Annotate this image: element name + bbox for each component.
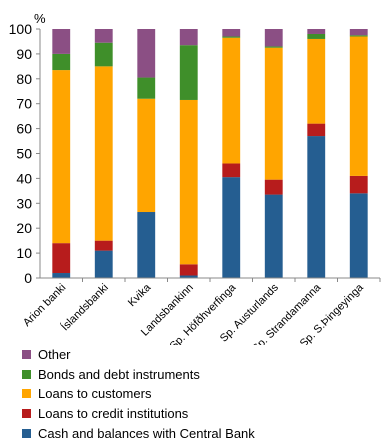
y-tick-label: 30 bbox=[16, 195, 32, 211]
legend-label: Bonds and debt instruments bbox=[38, 366, 200, 382]
y-tick-label: 90 bbox=[16, 46, 32, 62]
y-tick-label: 40 bbox=[16, 170, 32, 186]
legend-item: Loans to customers bbox=[22, 384, 255, 404]
bar-segment bbox=[349, 36, 368, 176]
bar-segment bbox=[222, 177, 241, 278]
bar-segment bbox=[94, 240, 113, 251]
bar-segment bbox=[307, 38, 326, 124]
bar-segment bbox=[264, 46, 283, 48]
bar-segment bbox=[307, 33, 326, 39]
bar-segment bbox=[307, 136, 326, 278]
bar-segment bbox=[264, 179, 283, 195]
bar-segment bbox=[137, 29, 156, 78]
legend-label: Loans to credit institutions bbox=[38, 406, 189, 422]
bar-segment bbox=[137, 212, 156, 278]
bar-segment bbox=[179, 264, 198, 276]
legend-swatch bbox=[22, 369, 31, 379]
bar-segment bbox=[307, 29, 326, 34]
bar-segment bbox=[349, 175, 368, 194]
x-tick-label: Kvika bbox=[126, 281, 154, 309]
legend-swatch bbox=[22, 350, 31, 360]
bar-segment bbox=[179, 99, 198, 265]
legend-swatch bbox=[22, 428, 31, 438]
bar-segment bbox=[94, 29, 113, 43]
bar-segment bbox=[52, 53, 71, 71]
bar-segment bbox=[52, 70, 71, 244]
y-tick-label: 20 bbox=[16, 220, 32, 236]
bar-segment bbox=[137, 77, 156, 99]
bar-segment bbox=[222, 163, 241, 178]
bar-segment bbox=[222, 37, 241, 164]
y-tick-label: 60 bbox=[16, 121, 32, 137]
bar-segment bbox=[94, 250, 113, 278]
bar-segment bbox=[307, 123, 326, 137]
bar-segment bbox=[179, 45, 198, 100]
y-unit-label: % bbox=[34, 11, 46, 26]
bar-segment bbox=[264, 29, 283, 47]
chart-svg: % 0 10 20 30 40 50 60 70 80 90 100 Arion bankiÍsla… bbox=[9, 11, 381, 355]
bar-segment bbox=[264, 47, 283, 180]
bar-segment bbox=[52, 273, 71, 278]
bar-segment bbox=[94, 42, 113, 67]
bar-segment bbox=[52, 29, 71, 54]
legend: Other Bonds and debt instruments Loans to … bbox=[22, 345, 255, 443]
bar-segment bbox=[137, 98, 156, 213]
legend-label: Cash and balances with Central Bank bbox=[38, 425, 255, 441]
legend-item: Bonds and debt instruments bbox=[22, 365, 255, 385]
y-tick-label: 10 bbox=[16, 245, 32, 261]
legend-item: Other bbox=[22, 345, 255, 365]
legend-swatch bbox=[22, 409, 31, 419]
y-tick-label: 80 bbox=[16, 71, 32, 87]
y-tick-label: 70 bbox=[16, 96, 32, 112]
bar-segment bbox=[349, 29, 368, 36]
bar-segment bbox=[52, 243, 71, 274]
bar-segment bbox=[222, 29, 241, 37]
bar-segment bbox=[264, 194, 283, 278]
y-axis: 0 10 20 30 40 50 60 70 80 90 100 bbox=[9, 21, 41, 286]
bar-segment bbox=[222, 36, 241, 38]
y-tick-label: 50 bbox=[16, 146, 32, 162]
bar-segment bbox=[349, 193, 368, 278]
legend-label: Loans to customers bbox=[38, 386, 152, 402]
bar-segment bbox=[179, 275, 198, 278]
y-tick-label: 0 bbox=[24, 270, 32, 286]
bars bbox=[52, 29, 368, 278]
y-tick-label: 100 bbox=[9, 21, 33, 37]
legend-item: Cash and balances with Central Bank bbox=[22, 423, 255, 443]
bar-segment bbox=[349, 35, 368, 37]
legend-swatch bbox=[22, 389, 31, 399]
bar-segment bbox=[179, 29, 198, 46]
bar-segment bbox=[94, 66, 113, 241]
legend-item: Loans to credit institutions bbox=[22, 404, 255, 424]
legend-label: Other bbox=[38, 347, 71, 363]
